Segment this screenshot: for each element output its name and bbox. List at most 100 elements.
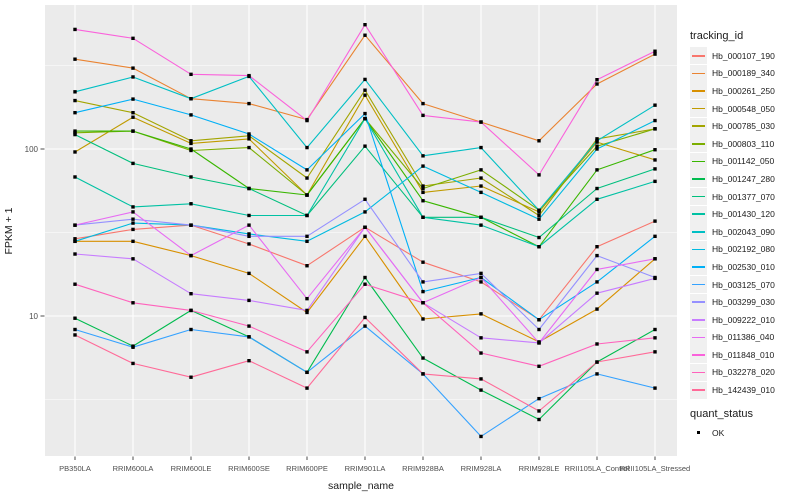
data-point [73,110,77,115]
legend-item: Hb_009222_010 [690,311,798,329]
data-point [305,264,309,268]
data-point [131,205,135,209]
legend-key [690,276,707,294]
data-point [131,210,135,214]
data-point [247,242,251,246]
y-tick-label: 100 [24,144,38,154]
data-point [73,282,77,286]
legend-item: Hb_000261_250 [690,82,798,100]
data-point [479,351,483,355]
data-point [131,97,135,101]
data-point [131,361,135,366]
data-point [305,370,309,375]
data-point [131,239,135,244]
data-point [363,324,367,328]
legend-key-line [692,213,705,215]
data-point [653,179,657,184]
legend-item: Hb_001247_280 [690,170,798,188]
data-point [247,101,251,106]
legend-label: Hb_002530_010 [712,261,775,272]
legend-key-line [692,319,705,321]
legend-item: Hb_001430_120 [690,205,798,223]
legend-items: Hb_000107_190 Hb_000189_340 Hb_000261_250 H… [690,47,798,399]
data-point [537,327,541,332]
data-point [421,190,425,195]
data-point [73,175,77,179]
data-point [421,113,425,118]
data-point [305,310,309,315]
data-point [131,129,135,133]
data-point [595,77,599,82]
legend-item: Hb_011386_040 [690,328,798,347]
data-point [305,145,309,150]
data-point [247,271,251,276]
data-point [479,215,483,219]
legend-key [690,205,707,223]
data-point [305,193,309,197]
data-point [479,184,483,188]
data-point [189,375,193,379]
data-point [537,244,541,249]
data-point [537,396,541,401]
legend-item: Hb_001377_070 [690,188,798,206]
data-point [479,275,483,280]
data-point [305,308,309,313]
data-point [131,221,135,225]
data-point [189,139,193,143]
data-point [595,280,599,284]
data-point [537,235,541,240]
data-point [247,298,251,303]
data-point [595,168,599,172]
x-tick-label: PB350LA [59,464,91,473]
legend-label: Hb_000189_340 [712,68,775,79]
data-point [363,282,367,286]
data-point [653,118,657,123]
legend-item: Hb_000189_340 [690,64,798,83]
legend-key [690,170,707,188]
black-square-marker-icon [696,430,701,435]
data-point [479,312,483,316]
legend-label: Hb_003299_030 [712,297,775,308]
data-point [537,409,541,413]
legend-label: Hb_009222_010 [712,314,775,325]
legend-key [690,47,707,65]
data-point [421,280,425,284]
data-point [479,388,483,392]
data-point [363,197,367,201]
legend-key [690,258,707,276]
legend-key [690,188,707,206]
legend-title: tracking_id [690,30,744,42]
data-point [595,342,599,346]
data-point [653,49,657,53]
data-point [421,372,425,376]
data-point [537,173,541,177]
legend-key-line [692,248,705,251]
data-point [305,386,309,390]
legend-key [690,328,707,346]
legend-label: Hb_000803_110 [712,138,775,149]
legend-item: Hb_002043_090 [690,223,798,241]
legend-key [690,363,707,381]
legend-label: Hb_011386_040 [712,332,775,343]
data-point [653,336,657,340]
y-axis-title: FPKM + 1 [3,207,15,255]
data-point [595,253,599,258]
data-point [189,113,193,117]
data-point [537,364,541,368]
data-point [131,110,135,115]
legend-key-line [692,266,705,268]
data-point [247,335,251,339]
legend-key-line [692,143,705,145]
legend-key [690,223,707,241]
data-point [595,307,599,311]
legend-key-line [692,371,705,374]
legend-key [690,64,707,82]
data-point [653,167,657,171]
data-point [73,252,77,256]
data-point [363,88,367,92]
legend-key [690,100,707,118]
legend-item: Hb_003299_030 [690,293,798,311]
data-point [73,316,77,320]
legend-item: Hb_142439_010 [690,381,798,399]
